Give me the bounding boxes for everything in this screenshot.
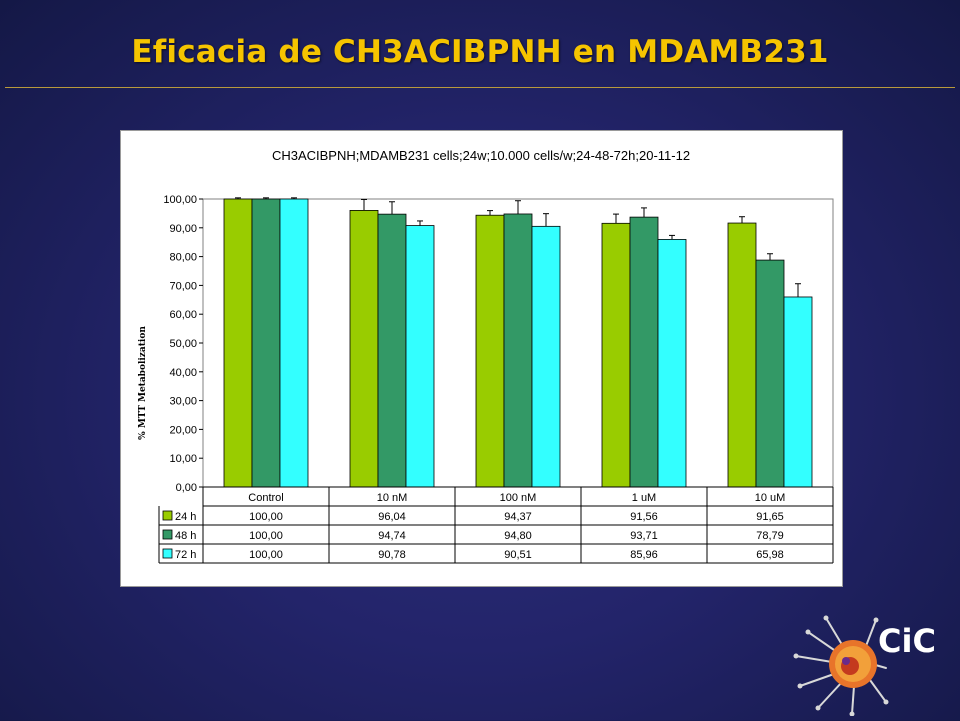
slide-title: Eficacia de CH3ACIBPNH en MDAMB231 xyxy=(131,34,829,70)
table-value: 91,65 xyxy=(756,511,784,523)
table-value: 100,00 xyxy=(249,549,283,561)
table-value: 78,79 xyxy=(756,530,784,542)
y-tick-label: 70,00 xyxy=(169,280,197,292)
bar-48h-4 xyxy=(755,259,785,488)
table-value: 94,37 xyxy=(504,511,532,523)
chart-panel: CH3ACIBPNH;MDAMB231 cells;24w;10.000 cel… xyxy=(120,130,843,587)
bar-48h-1 xyxy=(377,213,407,488)
category-label: 10 nM xyxy=(377,492,408,504)
legend-label: 24 h xyxy=(175,511,196,523)
bar-48h-0 xyxy=(251,198,281,488)
chart-title: CH3ACIBPNH;MDAMB231 cells;24w;10.000 cel… xyxy=(272,148,690,163)
table-value: 93,71 xyxy=(630,530,658,542)
table-value: 90,78 xyxy=(378,549,406,561)
legend-swatch xyxy=(162,529,173,540)
y-tick-label: 10,00 xyxy=(169,453,197,465)
legend-label: 48 h xyxy=(175,530,196,542)
bar-72h-2 xyxy=(531,225,561,488)
y-tick-label: 90,00 xyxy=(169,223,197,235)
bar-72h-0 xyxy=(279,198,309,488)
table-value: 96,04 xyxy=(378,511,406,523)
y-tick-label: 80,00 xyxy=(169,252,197,264)
category-label: 100 nM xyxy=(500,492,537,504)
bar-72h-1 xyxy=(405,225,435,488)
legend-swatch xyxy=(162,548,173,559)
y-tick-label: 100,00 xyxy=(163,194,197,206)
category-label: Control xyxy=(248,492,283,504)
y-tick-label: 20,00 xyxy=(169,424,197,436)
y-tick-label: 0,00 xyxy=(176,482,197,494)
table-value: 90,51 xyxy=(504,549,532,561)
bar-48h-3 xyxy=(629,216,659,488)
cic-logo: CiC xyxy=(782,606,946,717)
title-divider xyxy=(5,87,955,88)
y-tick-label: 40,00 xyxy=(169,367,197,379)
bar-72h-3 xyxy=(657,239,687,488)
bar-24h-4 xyxy=(727,222,757,488)
table-value: 100,00 xyxy=(249,511,283,523)
bar-chart: CH3ACIBPNH;MDAMB231 cells;24w;10.000 cel… xyxy=(138,148,834,564)
legend-swatch xyxy=(162,510,173,521)
table-value: 85,96 xyxy=(630,549,658,561)
cell-splash-logo-icon xyxy=(793,615,889,717)
logo-text: CiC xyxy=(878,622,936,660)
bar-24h-1 xyxy=(349,210,379,488)
table-value: 100,00 xyxy=(249,530,283,542)
table-value: 65,98 xyxy=(756,549,784,561)
table-value: 94,80 xyxy=(504,530,532,542)
y-tick-label: 50,00 xyxy=(169,338,197,350)
category-label: 1 uM xyxy=(632,492,656,504)
bar-24h-0 xyxy=(223,198,253,488)
bar-72h-4 xyxy=(783,296,813,488)
y-axis-label: % MTT Metabolization xyxy=(138,326,148,440)
table-value: 91,56 xyxy=(630,511,658,523)
bar-24h-2 xyxy=(475,214,505,488)
y-tick-label: 30,00 xyxy=(169,396,197,408)
y-tick-label: 60,00 xyxy=(169,309,197,321)
legend-label: 72 h xyxy=(175,549,196,561)
category-label: 10 uM xyxy=(755,492,786,504)
bar-24h-3 xyxy=(601,222,631,488)
table-value: 94,74 xyxy=(378,530,406,542)
bar-48h-2 xyxy=(503,213,533,488)
